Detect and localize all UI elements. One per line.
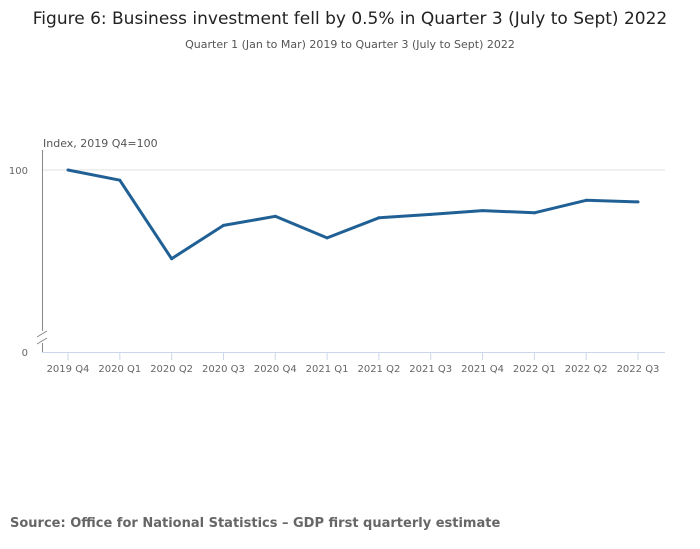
axis-break-gap	[36, 331, 48, 343]
x-tick-label: 2022 Q1	[513, 364, 556, 375]
data-point-2021-q4	[481, 209, 485, 213]
chart-subtitle: Quarter 1 (Jan to Mar) 2019 to Quarter 3…	[185, 38, 515, 51]
chart-title: Figure 6: Business investment fell by 0.…	[33, 9, 667, 29]
x-tick-label: 2020 Q1	[98, 364, 141, 375]
data-point-2021-q2	[377, 216, 381, 220]
y-tick-label: 100	[9, 166, 28, 177]
data-point-2020-q1	[118, 178, 122, 182]
x-tick-label: 2021 Q1	[306, 364, 349, 375]
x-tick-label: 2020 Q3	[202, 364, 245, 375]
data-point-2022-q1	[532, 211, 536, 215]
axis-break-mark	[36, 330, 48, 338]
x-tick-label: 2021 Q4	[461, 364, 504, 375]
data-point-2019-q4	[66, 168, 70, 172]
x-tick-label: 2020 Q2	[150, 364, 193, 375]
data-point-2020-q4	[273, 214, 277, 218]
data-point-2020-q3	[221, 223, 225, 227]
y-tick-label: 0	[22, 348, 28, 359]
x-tick-label: 2022 Q3	[617, 364, 660, 375]
x-tick-label: 2021 Q2	[357, 364, 400, 375]
data-point-2021-q3	[429, 212, 433, 216]
y-axis-label: Index, 2019 Q4=100	[43, 137, 158, 150]
data-point-2022-q3	[636, 200, 640, 204]
x-tick-label: 2022 Q2	[565, 364, 608, 375]
x-tick-label: 2019 Q4	[47, 364, 90, 375]
series-line-business-investment	[67, 168, 639, 261]
x-tick-label: 2021 Q3	[409, 364, 452, 375]
data-point-2022-q2	[584, 198, 588, 202]
axis-break-mark	[36, 337, 48, 345]
source-note: Source: Office for National Statistics –…	[10, 516, 500, 531]
data-point-2021-q1	[325, 236, 329, 240]
x-tick-label: 2020 Q4	[254, 364, 297, 375]
data-point-2020-q2	[170, 257, 174, 261]
